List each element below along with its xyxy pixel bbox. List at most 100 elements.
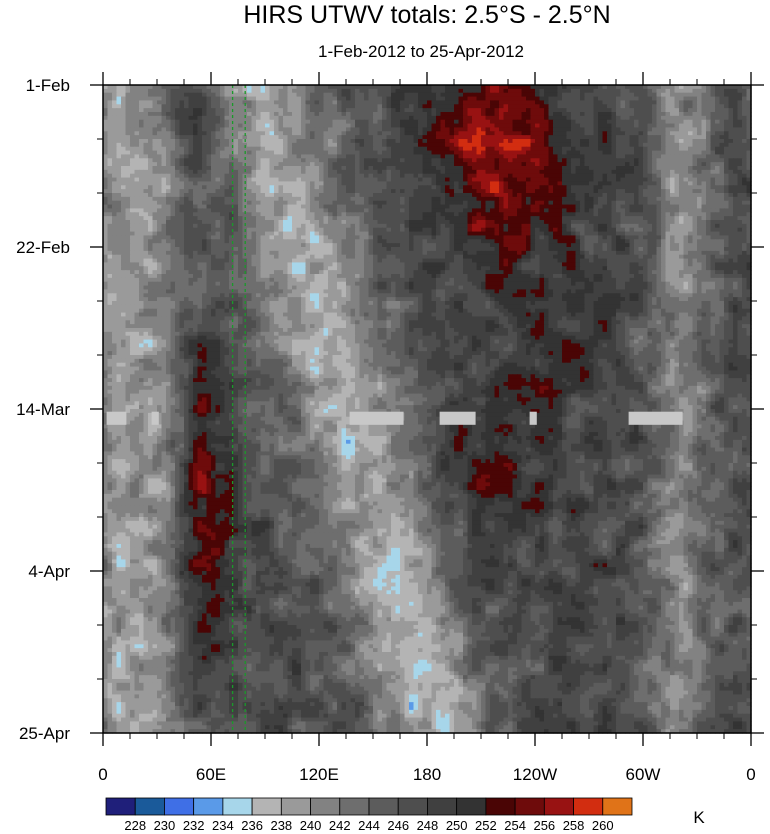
heatmap-cell: [328, 93, 333, 97]
heatmap-cell: [724, 158, 729, 162]
heatmap-cell: [490, 120, 495, 124]
heatmap-cell: [679, 151, 684, 155]
heatmap-cell: [409, 124, 414, 128]
heatmap-cell: [265, 124, 270, 128]
heatmap-cell: [319, 158, 324, 162]
heatmap-cell: [499, 93, 504, 97]
heatmap-cell: [261, 166, 266, 170]
heatmap-cell: [720, 112, 725, 116]
heatmap-cell: [436, 185, 441, 189]
heatmap-cell: [297, 193, 302, 197]
heatmap-cell: [684, 108, 689, 112]
heatmap-cell: [594, 170, 599, 174]
heatmap-cell: [706, 93, 711, 97]
heatmap-cell: [634, 166, 639, 170]
heatmap-cell: [166, 154, 171, 158]
heatmap-cell: [522, 108, 527, 112]
heatmap-cell: [270, 127, 275, 131]
heatmap-cell: [148, 124, 153, 128]
heatmap-cell: [121, 166, 126, 170]
heatmap-cell: [733, 162, 738, 166]
heatmap-cell: [211, 116, 216, 120]
heatmap-cell: [324, 120, 329, 124]
heatmap-cell: [229, 185, 234, 189]
heatmap-cell: [355, 162, 360, 166]
heatmap-cell: [612, 193, 617, 197]
heatmap-cell: [486, 185, 491, 189]
heatmap-cell: [697, 139, 702, 143]
heatmap-cell: [423, 93, 428, 97]
heatmap-cell: [391, 193, 396, 197]
heatmap-cell: [369, 143, 374, 147]
heatmap-cell: [274, 124, 279, 128]
heatmap-cell: [562, 197, 567, 201]
heatmap-cell: [481, 170, 486, 174]
heatmap-cell: [697, 208, 702, 212]
heatmap-cell: [139, 170, 144, 174]
heatmap-cell: [598, 112, 603, 116]
heatmap-cell: [423, 89, 428, 93]
heatmap-cell: [522, 143, 527, 147]
heatmap-cell: [135, 189, 140, 193]
heatmap-cell: [549, 197, 554, 201]
heatmap-cell: [193, 127, 198, 131]
heatmap-cell: [202, 181, 207, 185]
heatmap-cell: [436, 151, 441, 155]
heatmap-cell: [648, 108, 653, 112]
heatmap-cell: [733, 201, 738, 205]
heatmap-cell: [630, 158, 635, 162]
heatmap-cell: [423, 116, 428, 120]
heatmap-cell: [301, 131, 306, 135]
heatmap-cell: [549, 120, 554, 124]
heatmap-cell: [625, 158, 630, 162]
heatmap-cell: [184, 116, 189, 120]
heatmap-cell: [409, 151, 414, 155]
heatmap-cell: [441, 189, 446, 193]
heatmap-cell: [175, 93, 180, 97]
heatmap-cell: [675, 135, 680, 139]
heatmap-cell: [112, 212, 117, 216]
heatmap-cell: [526, 162, 531, 166]
heatmap-cell: [306, 131, 311, 135]
heatmap-cell: [472, 181, 477, 185]
heatmap-cell: [729, 197, 734, 201]
heatmap-cell: [139, 181, 144, 185]
heatmap-cell: [139, 104, 144, 108]
heatmap-cell: [553, 89, 558, 93]
heatmap-cell: [576, 174, 581, 178]
heatmap-cell: [463, 162, 468, 166]
heatmap-cell: [589, 89, 594, 93]
heatmap-cell: [598, 154, 603, 158]
heatmap-cell: [657, 108, 662, 112]
heatmap-cell: [405, 127, 410, 131]
heatmap-cell: [369, 185, 374, 189]
heatmap-cell: [450, 154, 455, 158]
heatmap-cell: [373, 131, 378, 135]
heatmap-cell: [652, 135, 657, 139]
heatmap-cell: [432, 189, 437, 193]
heatmap-cell: [522, 174, 527, 178]
heatmap-cell: [220, 143, 225, 147]
heatmap-cell: [418, 112, 423, 116]
heatmap-cell: [238, 205, 243, 209]
heatmap-cell: [684, 143, 689, 147]
heatmap-cell: [315, 166, 320, 170]
heatmap-cell: [333, 193, 338, 197]
heatmap-cell: [202, 189, 207, 193]
heatmap-cell: [310, 100, 315, 104]
heatmap-cell: [148, 135, 153, 139]
heatmap-cell: [576, 205, 581, 209]
heatmap-cell: [445, 116, 450, 120]
heatmap-cell: [265, 104, 270, 108]
heatmap-cell: [247, 212, 252, 216]
heatmap-cell: [715, 93, 720, 97]
heatmap-cell: [369, 147, 374, 151]
heatmap-cell: [387, 112, 392, 116]
heatmap-cell: [468, 124, 473, 128]
heatmap-cell: [306, 112, 311, 116]
heatmap-cell: [724, 112, 729, 116]
heatmap-cell: [189, 124, 194, 128]
heatmap-cell: [297, 208, 302, 212]
heatmap-cell: [621, 197, 626, 201]
heatmap-cell: [679, 97, 684, 101]
